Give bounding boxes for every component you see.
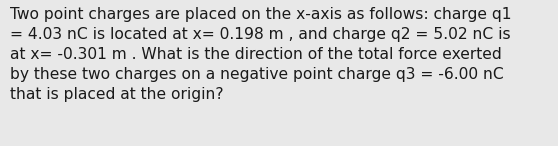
Text: Two point charges are placed on the x-axis as follows: charge q1
= 4.03 nC is lo: Two point charges are placed on the x-ax… xyxy=(10,7,512,102)
